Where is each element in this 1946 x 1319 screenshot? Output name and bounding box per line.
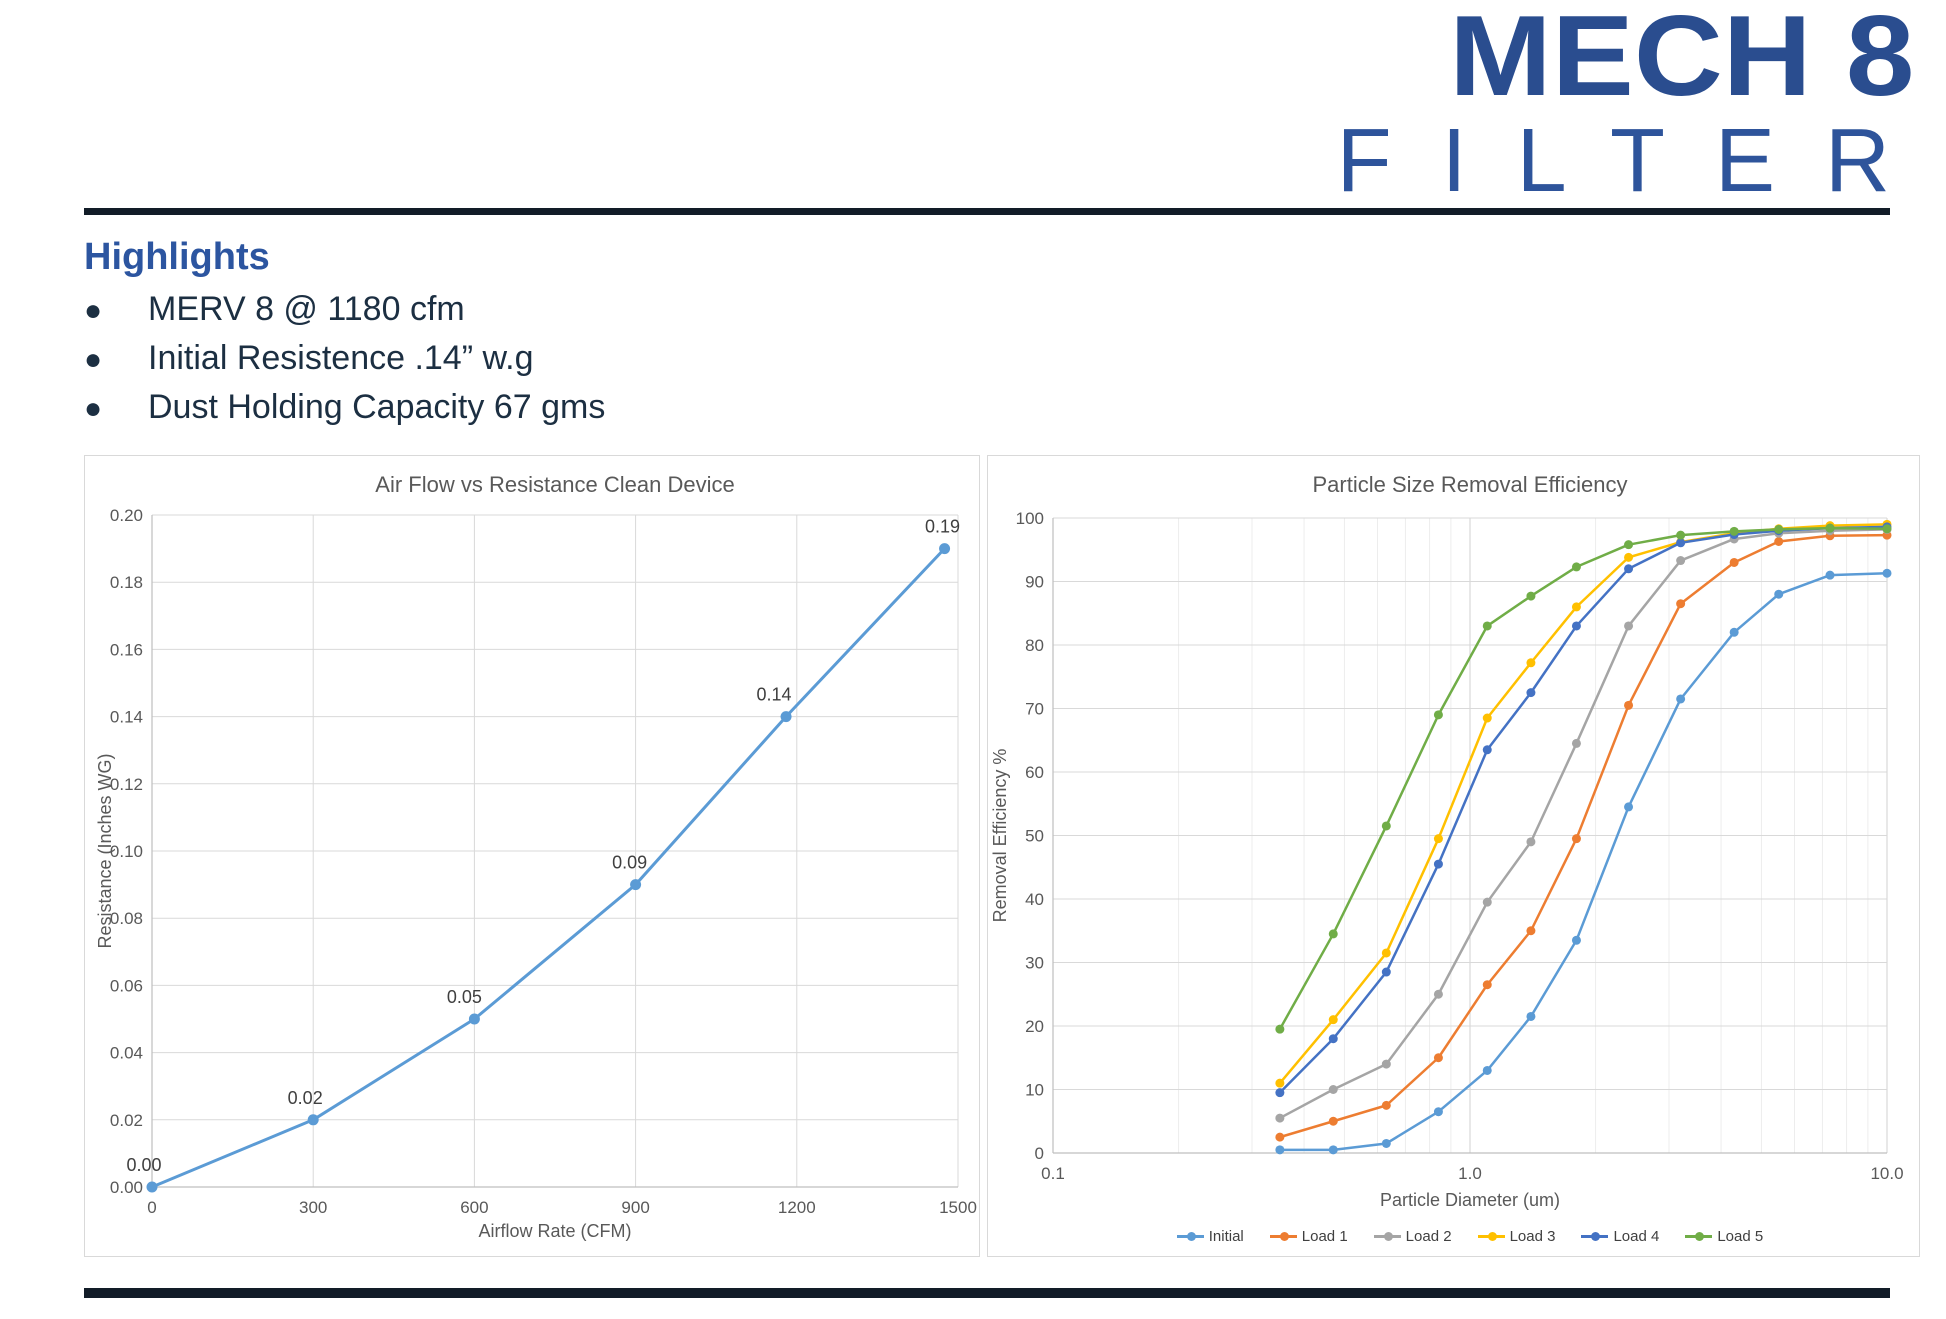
highlight-item: ● MERV 8 @ 1180 cfm: [84, 290, 605, 339]
svg-text:0.14: 0.14: [757, 685, 792, 705]
series-Load 3: [1275, 519, 1892, 1088]
svg-text:0.20: 0.20: [110, 506, 143, 525]
svg-text:10.0: 10.0: [1870, 1164, 1903, 1183]
svg-text:0.19: 0.19: [925, 517, 960, 537]
x-axis-title: Airflow Rate (CFM): [478, 1221, 631, 1241]
airflow-resistance-chart-panel: 0.00 0.02 0.05 0.09 0.14 0.19 0.00 0.02 0.04 0.06…: [84, 455, 980, 1257]
svg-text:30: 30: [1025, 954, 1044, 973]
tick-labels: 0.00 0.02 0.04 0.06 0.08 0.10 0.12 0.14 0.16 0.18…: [110, 506, 977, 1217]
top-divider: [84, 208, 1890, 215]
axes: [1052, 518, 1887, 1154]
svg-text:0.05: 0.05: [447, 987, 482, 1007]
legend-label: Load 3: [1509, 1228, 1556, 1245]
svg-text:300: 300: [299, 1198, 327, 1217]
y-axis-title: Resistance (Inches WG): [95, 753, 115, 948]
series-Load 1: [1275, 530, 1892, 1142]
svg-text:0.00: 0.00: [126, 1155, 161, 1175]
svg-text:60: 60: [1025, 763, 1044, 782]
svg-text:0.06: 0.06: [110, 976, 143, 995]
svg-text:40: 40: [1025, 890, 1044, 909]
charts-row: 0.00 0.02 0.05 0.09 0.14 0.19 0.00 0.02 0.04 0.06…: [84, 455, 1920, 1257]
svg-text:1200: 1200: [778, 1198, 816, 1217]
svg-text:0.00: 0.00: [110, 1178, 143, 1197]
series-Load 5: [1275, 523, 1892, 1034]
legend-line-marker-icon: [1176, 1232, 1204, 1241]
legend-label: Load 1: [1301, 1228, 1348, 1245]
series-Load 4: [1275, 522, 1892, 1098]
highlight-item: ● Dust Holding Capacity 67 gms: [84, 388, 605, 437]
svg-text:0.02: 0.02: [288, 1088, 323, 1108]
series-Initial: [1275, 568, 1892, 1155]
particle-efficiency-chart: 0 10 20 30 40 50 60 70 80 90 100 0.1 1.0 10.0 Particle…: [990, 472, 1904, 1210]
legend-line-marker-icon: [1581, 1232, 1609, 1241]
svg-text:0: 0: [147, 1198, 156, 1217]
tick-labels: 0 10 20 30 40 50 60 70 80 90 100 0.1 1.0 10.0: [1016, 509, 1904, 1183]
highlight-text: Initial Resistence .14” w.g: [148, 339, 534, 377]
legend-label: Initial: [1208, 1228, 1244, 1245]
chart-title: Air Flow vs Resistance Clean Device: [375, 472, 734, 497]
axes: [151, 515, 958, 1188]
legend-item-load-4: Load 4: [1581, 1228, 1659, 1245]
svg-text:1.0: 1.0: [1458, 1164, 1482, 1183]
svg-text:80: 80: [1025, 636, 1044, 655]
svg-text:20: 20: [1025, 1017, 1044, 1036]
legend-line-marker-icon: [1685, 1232, 1713, 1241]
legend-line-marker-icon: [1373, 1232, 1401, 1241]
svg-text:900: 900: [621, 1198, 649, 1217]
svg-text:10: 10: [1025, 1081, 1044, 1100]
product-subtitle: FILTER: [1336, 111, 1940, 211]
legend-label: Load 5: [1717, 1228, 1764, 1245]
bullet-icon: ●: [84, 392, 103, 425]
legend-line-marker-icon: [1269, 1232, 1297, 1241]
legend-line-marker-icon: [1477, 1232, 1505, 1241]
svg-text:0.09: 0.09: [612, 853, 647, 873]
bullet-icon: ●: [84, 294, 103, 327]
chart-legend: Initial Load 1 Load 2 Load 3 Load 4 Load 5: [1053, 1228, 1887, 1245]
highlights-heading: Highlights: [84, 236, 270, 278]
highlights-list: ● MERV 8 @ 1180 cfm ● Initial Resistence…: [84, 290, 605, 437]
svg-text:0.12: 0.12: [110, 775, 143, 794]
svg-text:70: 70: [1025, 700, 1044, 719]
bullet-icon: ●: [84, 343, 103, 376]
svg-text:0.14: 0.14: [110, 708, 143, 727]
svg-text:0.08: 0.08: [110, 909, 143, 928]
highlight-item: ● Initial Resistence .14” w.g: [84, 339, 605, 388]
legend-label: Load 4: [1613, 1228, 1660, 1245]
svg-text:100: 100: [1016, 509, 1044, 528]
airflow-resistance-chart: 0.00 0.02 0.05 0.09 0.14 0.19 0.00 0.02 0.04 0.06…: [95, 472, 977, 1241]
highlight-text: Dust Holding Capacity 67 gms: [148, 388, 606, 426]
svg-text:0.18: 0.18: [110, 573, 143, 592]
svg-text:50: 50: [1025, 827, 1044, 846]
svg-text:0: 0: [1035, 1144, 1044, 1163]
svg-text:0.02: 0.02: [110, 1111, 143, 1130]
gridlines: [152, 514, 959, 1187]
chart-title: Particle Size Removal Efficiency: [1312, 472, 1627, 497]
brand-block: MECH 8 FILTER: [1337, 0, 1914, 206]
bottom-divider: [84, 1288, 1890, 1298]
y-axis-title: Removal Efficiency %: [990, 749, 1010, 923]
svg-text:0.10: 0.10: [110, 842, 143, 861]
x-axis-title: Particle Diameter (um): [1380, 1190, 1560, 1210]
particle-efficiency-chart-panel: 0 10 20 30 40 50 60 70 80 90 100 0.1 1.0 10.0 Particle…: [987, 455, 1920, 1257]
svg-text:1500: 1500: [939, 1198, 977, 1217]
svg-text:0.1: 0.1: [1041, 1164, 1065, 1183]
svg-text:0.04: 0.04: [110, 1044, 143, 1063]
svg-text:90: 90: [1025, 573, 1044, 592]
highlight-text: MERV 8 @ 1180 cfm: [148, 290, 465, 328]
svg-text:0.16: 0.16: [110, 640, 143, 659]
legend-label: Load 2: [1405, 1228, 1452, 1245]
series-line: [146, 543, 951, 1193]
legend-item-load-5: Load 5: [1685, 1228, 1763, 1245]
product-title: MECH 8: [1448, 0, 1914, 120]
legend-item-initial: Initial: [1176, 1228, 1244, 1245]
legend-item-load-3: Load 3: [1477, 1228, 1556, 1245]
svg-text:600: 600: [460, 1198, 488, 1217]
gridlines: [1053, 517, 1888, 1153]
legend-item-load-1: Load 1: [1269, 1228, 1348, 1245]
legend-item-load-2: Load 2: [1373, 1228, 1452, 1245]
point-labels: 0.00 0.02 0.05 0.09 0.14 0.19: [126, 517, 960, 1175]
